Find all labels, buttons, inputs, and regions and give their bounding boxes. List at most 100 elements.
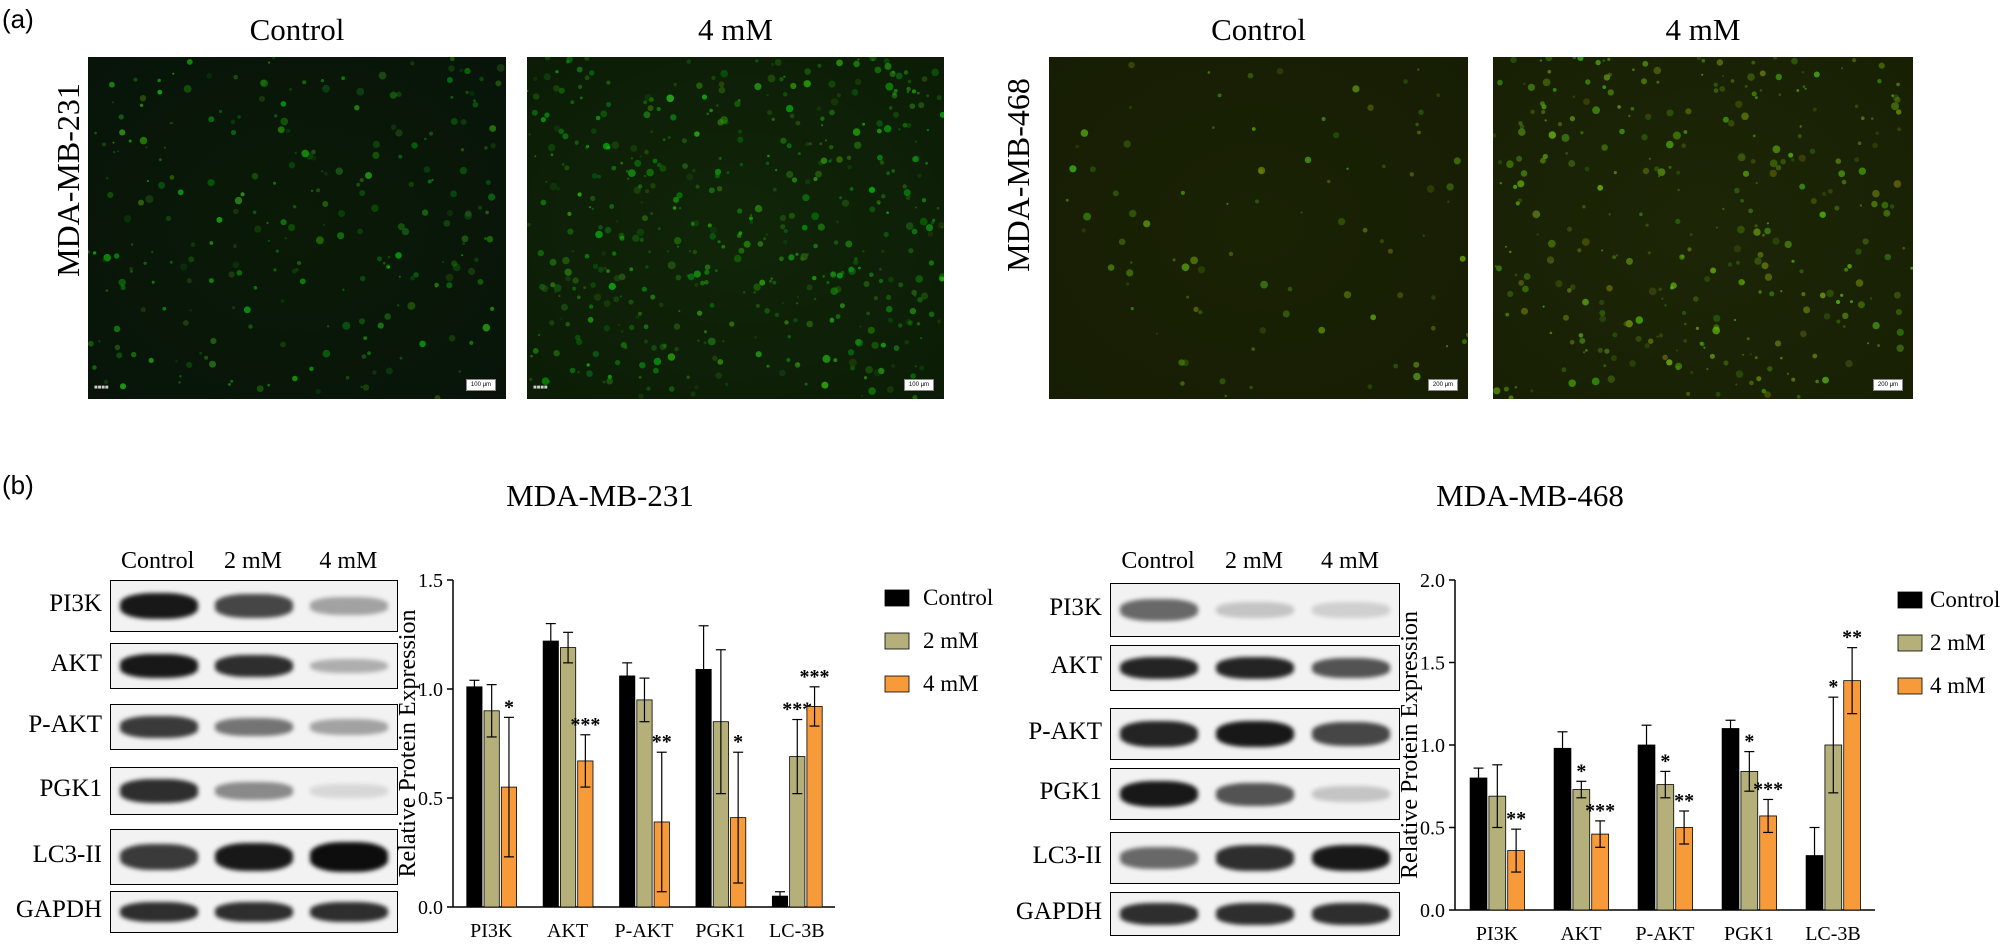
cell-spot [925,161,928,165]
cell-spot [1895,309,1902,316]
cell-spot [1666,359,1673,366]
cell-spot [909,307,917,315]
cell-spot [651,345,657,351]
cell-spot [280,299,285,303]
cell-spot [686,375,690,379]
cell-spot [638,393,644,399]
cell-spot [180,263,188,271]
cell-spot [1409,172,1414,177]
cell-spot [1682,310,1687,316]
cell-spot [862,250,865,253]
cell-spot [395,252,402,259]
cell-spot [233,74,238,80]
cell-spot [1513,184,1518,189]
cell-spot [322,349,331,358]
cell-spot [1803,306,1811,314]
cell-spot [917,91,920,95]
cell-spot [1570,284,1576,290]
cell-spot [544,112,550,118]
cell-spot [1607,72,1612,77]
cell-spot [602,380,606,384]
magnification-label: ■■■■ [533,385,548,391]
cell-spot [1628,114,1631,118]
cell-spot [902,122,908,128]
cell-spot [808,142,812,146]
cell-spot [585,144,590,149]
cell-spot [632,234,640,242]
cell-spot [1259,327,1267,334]
protein-label: GAPDH [1015,898,1102,925]
cell-spot [1752,134,1756,138]
cell-spot [595,230,603,239]
cell-spot [1801,71,1805,74]
cell-spot [729,321,735,327]
cell-spot [865,366,873,374]
bar [1656,784,1675,911]
cell-spot [774,168,778,172]
cell-spot [408,181,414,187]
cell-spot [608,282,616,290]
cell-spot [1774,340,1782,347]
cell-spot [113,325,121,333]
cell-spot [820,157,828,164]
blot-strip [110,580,398,632]
significance-mark: * [1828,676,1838,698]
cell-spot [1769,291,1775,297]
cell-spot [805,142,810,147]
cell-spot [327,325,330,328]
cell-spot [478,205,483,210]
scale-bar: 200 μm [1873,379,1903,391]
cell-spot [783,75,786,78]
cell-spot [1561,133,1570,142]
protein-label: AKT [1050,652,1102,679]
cell-spot [179,374,182,378]
cell-spot [484,146,488,150]
cell-spot [597,266,604,273]
cell-spot [119,129,126,136]
cell-spot [941,225,944,229]
cell-spot [1661,297,1664,300]
cell-spot [1599,310,1606,316]
cell-spot [204,355,209,360]
cell-spot [673,323,681,330]
cell-spot [1352,85,1360,93]
cell-spot [1733,245,1741,253]
cell-spot [755,59,759,63]
cell-line-label-231: MDA-MB-231 [50,83,86,277]
cell-spot [1257,166,1266,175]
cell-spot [883,58,890,64]
cell-spot [717,240,721,244]
cell-spot [1755,181,1758,185]
cell-spot [1701,73,1704,76]
cell-spot [601,251,607,256]
cell-spot [876,128,882,134]
cell-spot [1505,245,1507,248]
cell-spot [1748,208,1753,214]
cell-spot [650,212,654,215]
cell-spot [139,103,144,107]
cell-spot [737,136,744,143]
cell-spot [662,343,667,348]
cell-spot [917,297,923,303]
cell-spot [1647,251,1651,255]
blot-strip [1110,768,1400,820]
cell-spot [1775,73,1782,81]
cell-spot [1321,116,1326,122]
cell-spot [186,361,193,368]
cell-spot [703,341,707,345]
protein-label: P-AKT [28,711,102,738]
cell-spot [337,232,345,240]
cell-spot [597,174,601,179]
cell-spot [1542,78,1551,87]
bar [1553,747,1572,911]
cell-spot [593,293,602,301]
cell-spot [797,152,801,156]
cell-spot [1447,200,1450,203]
cell-spot [335,167,343,175]
cell-spot [550,153,554,157]
cell-spot [738,129,743,134]
cell-spot [259,95,265,102]
cell-spot [1584,166,1590,172]
cell-spot [1540,157,1546,164]
cell-spot [778,369,786,377]
